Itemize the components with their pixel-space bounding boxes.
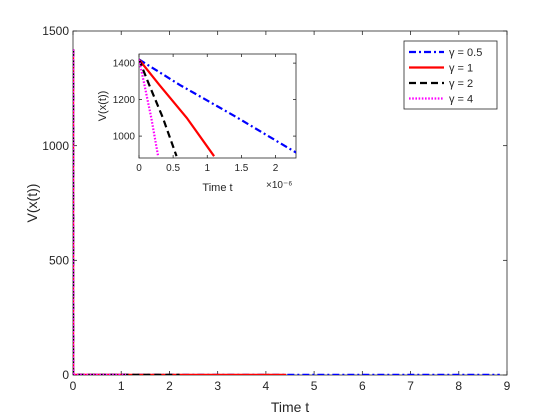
x-tick-label: 2 xyxy=(166,379,173,393)
x-tick-label: 3 xyxy=(214,379,221,393)
legend-label: γ = 0.5 xyxy=(449,47,482,59)
inset-x-multiplier: ×10⁻⁶ xyxy=(266,180,292,191)
x-tick-label: 1 xyxy=(118,379,125,393)
x-tick-label: 0 xyxy=(136,163,142,174)
series-line-3 xyxy=(139,59,178,157)
inset-plot-area xyxy=(138,53,297,159)
x-tick-label: 6 xyxy=(359,379,366,393)
x-tick-label: 8 xyxy=(455,379,462,393)
inset-series xyxy=(139,58,296,157)
y-tick-label: 1000 xyxy=(113,132,136,143)
y-tick-label: 1000 xyxy=(42,139,69,153)
x-tick-label: 9 xyxy=(504,379,511,393)
series-line-1 xyxy=(139,58,296,154)
y-tick-label: 1500 xyxy=(42,24,69,38)
y-tick-label: 0 xyxy=(62,368,69,382)
x-tick-label: 5 xyxy=(311,379,318,393)
x-tick-label: 1.5 xyxy=(234,163,248,174)
y-tick-label: 500 xyxy=(49,254,69,268)
series-line-2 xyxy=(139,58,215,157)
legend-label: γ = 2 xyxy=(449,78,473,90)
inset-ticks: 0 0.5 1 1.5 2 1000 1200 1400 xyxy=(113,54,296,174)
series-line-4 xyxy=(139,59,160,157)
legend: γ = 0.5 γ = 1 γ = 2 γ = 4 xyxy=(403,40,498,110)
x-tick-label: 0.5 xyxy=(166,163,180,174)
inset-axes: 0 0.5 1 1.5 2 1000 1200 1400 Time t V(x(t)) ×10… xyxy=(97,53,297,194)
y-tick-label: 1400 xyxy=(113,59,136,70)
inset-y-axis-label: V(x(t)) xyxy=(97,91,109,122)
inset-x-axis-label: Time t xyxy=(202,182,232,194)
x-tick-label: 4 xyxy=(263,379,270,393)
x-tick-label: 2 xyxy=(273,163,279,174)
main-y-axis-label: V(x(t)) xyxy=(24,184,40,223)
x-tick-label: 7 xyxy=(407,379,414,393)
legend-label: γ = 1 xyxy=(449,63,473,75)
main-ticks: 0 1 2 3 4 5 6 7 8 9 0 500 1000 1500 xyxy=(42,24,510,393)
legend-label: γ = 4 xyxy=(449,94,473,106)
x-tick-label: 0 xyxy=(70,379,77,393)
y-tick-label: 1200 xyxy=(113,95,136,106)
x-tick-label: 1 xyxy=(204,163,210,174)
main-x-axis-label: Time t xyxy=(271,399,309,415)
